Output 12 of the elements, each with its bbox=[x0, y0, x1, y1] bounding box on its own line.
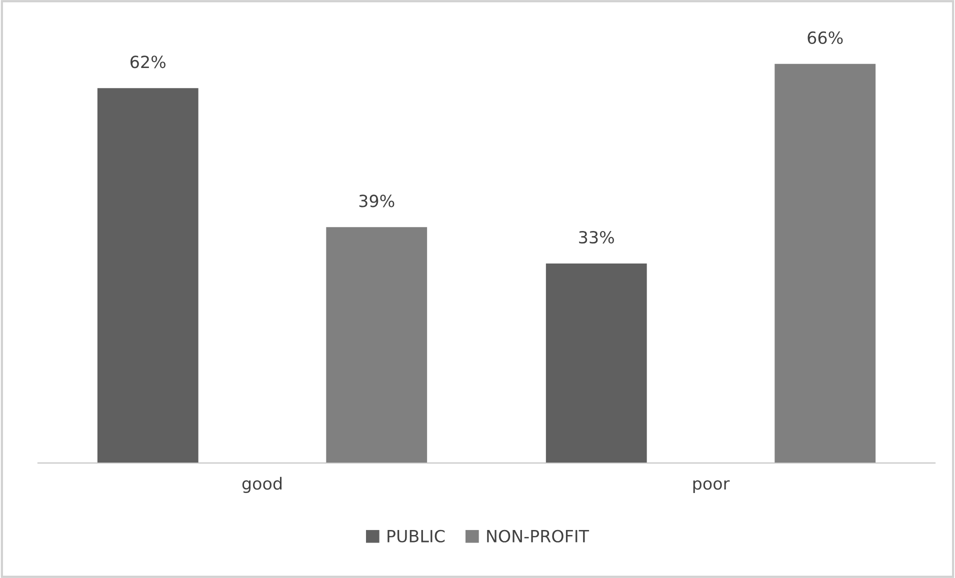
data-label: 62% bbox=[130, 56, 166, 68]
legend-label: NON-PROFIT bbox=[487, 530, 590, 542]
bar bbox=[774, 64, 876, 463]
data-label: 39% bbox=[359, 194, 394, 208]
bar bbox=[97, 88, 198, 463]
data-label: 33% bbox=[579, 230, 614, 244]
bar bbox=[546, 263, 647, 463]
x-tick-label: good bbox=[242, 476, 282, 494]
x-tick-label: poor bbox=[693, 480, 730, 494]
data-label: 66% bbox=[808, 31, 843, 44]
bar bbox=[326, 227, 428, 463]
legend-label: PUBLIC bbox=[388, 530, 445, 542]
